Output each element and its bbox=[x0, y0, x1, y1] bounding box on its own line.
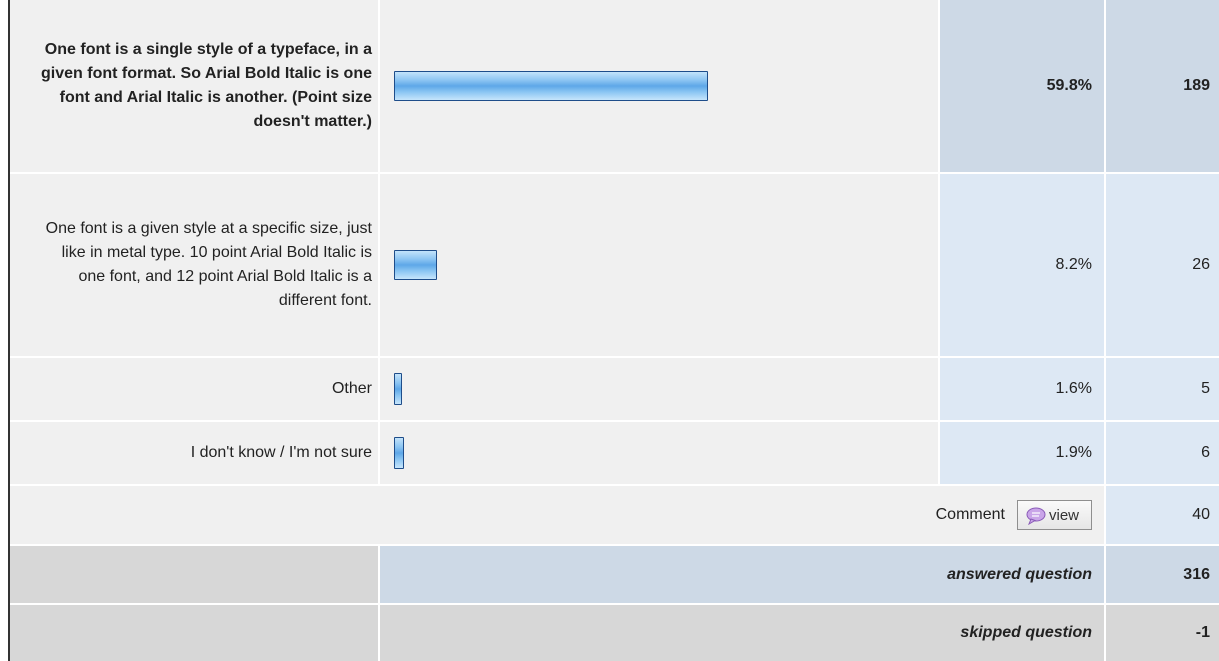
response-count: 5 bbox=[1201, 380, 1210, 397]
bar-cell bbox=[380, 422, 938, 484]
answer-cell: Other bbox=[10, 358, 378, 420]
comment-cell: Comment view bbox=[10, 486, 1104, 544]
footer-count-cell: 316 bbox=[1106, 546, 1219, 603]
answer-label: Other bbox=[331, 380, 372, 397]
answer-cell: I don't know / I'm not sure bbox=[10, 422, 378, 484]
view-button-label: view bbox=[1048, 506, 1079, 524]
count-cell: 6 bbox=[1106, 422, 1219, 484]
percent-cell: 59.8% bbox=[940, 0, 1104, 172]
response-bar bbox=[394, 373, 402, 405]
comment-wrap: Comment view bbox=[936, 500, 1092, 530]
skipped-question-label: skipped question bbox=[960, 624, 1092, 641]
answer-label: One font is a given style at a specific … bbox=[45, 220, 372, 309]
response-count: 26 bbox=[1192, 256, 1210, 273]
count-cell: 5 bbox=[1106, 358, 1219, 420]
count-cell: 189 bbox=[1106, 0, 1219, 172]
comment-count-cell: 40 bbox=[1106, 486, 1219, 544]
table-left-border bbox=[8, 0, 10, 661]
comment-row: Comment view 40 bbox=[10, 486, 1219, 544]
comment-label: Comment bbox=[935, 506, 1005, 523]
bar-cell bbox=[380, 174, 938, 356]
skipped-row: skipped question -1 bbox=[10, 605, 1219, 661]
response-bar bbox=[394, 437, 404, 469]
response-percent: 1.6% bbox=[1055, 380, 1092, 397]
count-cell: 26 bbox=[1106, 174, 1219, 356]
skipped-question-count: -1 bbox=[1195, 624, 1210, 641]
response-percent: 59.8% bbox=[1046, 77, 1092, 94]
footer-blank-cell bbox=[10, 605, 378, 661]
view-comments-button[interactable]: view bbox=[1016, 500, 1092, 530]
speech-bubble-icon bbox=[1026, 507, 1046, 526]
answer-label: I don't know / I'm not sure bbox=[190, 444, 372, 461]
percent-cell: 1.9% bbox=[940, 422, 1104, 484]
table-row: I don't know / I'm not sure 1.9% 6 bbox=[10, 422, 1219, 484]
percent-cell: 1.6% bbox=[940, 358, 1104, 420]
answer-label: One font is a single style of a typeface… bbox=[41, 41, 372, 130]
response-count: 6 bbox=[1201, 444, 1210, 461]
answer-cell: One font is a single style of a typeface… bbox=[10, 0, 378, 172]
percent-cell: 8.2% bbox=[940, 174, 1104, 356]
footer-label-cell: answered question bbox=[380, 546, 1104, 603]
response-percent: 8.2% bbox=[1055, 256, 1092, 273]
response-percent: 1.9% bbox=[1055, 444, 1092, 461]
answered-question-count: 316 bbox=[1183, 565, 1210, 583]
table-row: One font is a single style of a typeface… bbox=[10, 0, 1219, 172]
bar-cell bbox=[380, 358, 938, 420]
response-count: 189 bbox=[1183, 77, 1210, 94]
footer-label-cell: skipped question bbox=[380, 605, 1104, 661]
table-row: One font is a given style at a specific … bbox=[10, 174, 1219, 356]
answered-row: answered question 316 bbox=[10, 546, 1219, 603]
response-bar bbox=[394, 71, 708, 101]
answered-question-label: answered question bbox=[947, 565, 1092, 583]
footer-count-cell: -1 bbox=[1106, 605, 1219, 661]
table-row: Other 1.6% 5 bbox=[10, 358, 1219, 420]
response-bar bbox=[394, 250, 437, 280]
footer-blank-cell bbox=[10, 546, 378, 603]
answer-cell: One font is a given style at a specific … bbox=[10, 174, 378, 356]
comment-count: 40 bbox=[1192, 506, 1210, 523]
bar-cell bbox=[380, 0, 938, 172]
